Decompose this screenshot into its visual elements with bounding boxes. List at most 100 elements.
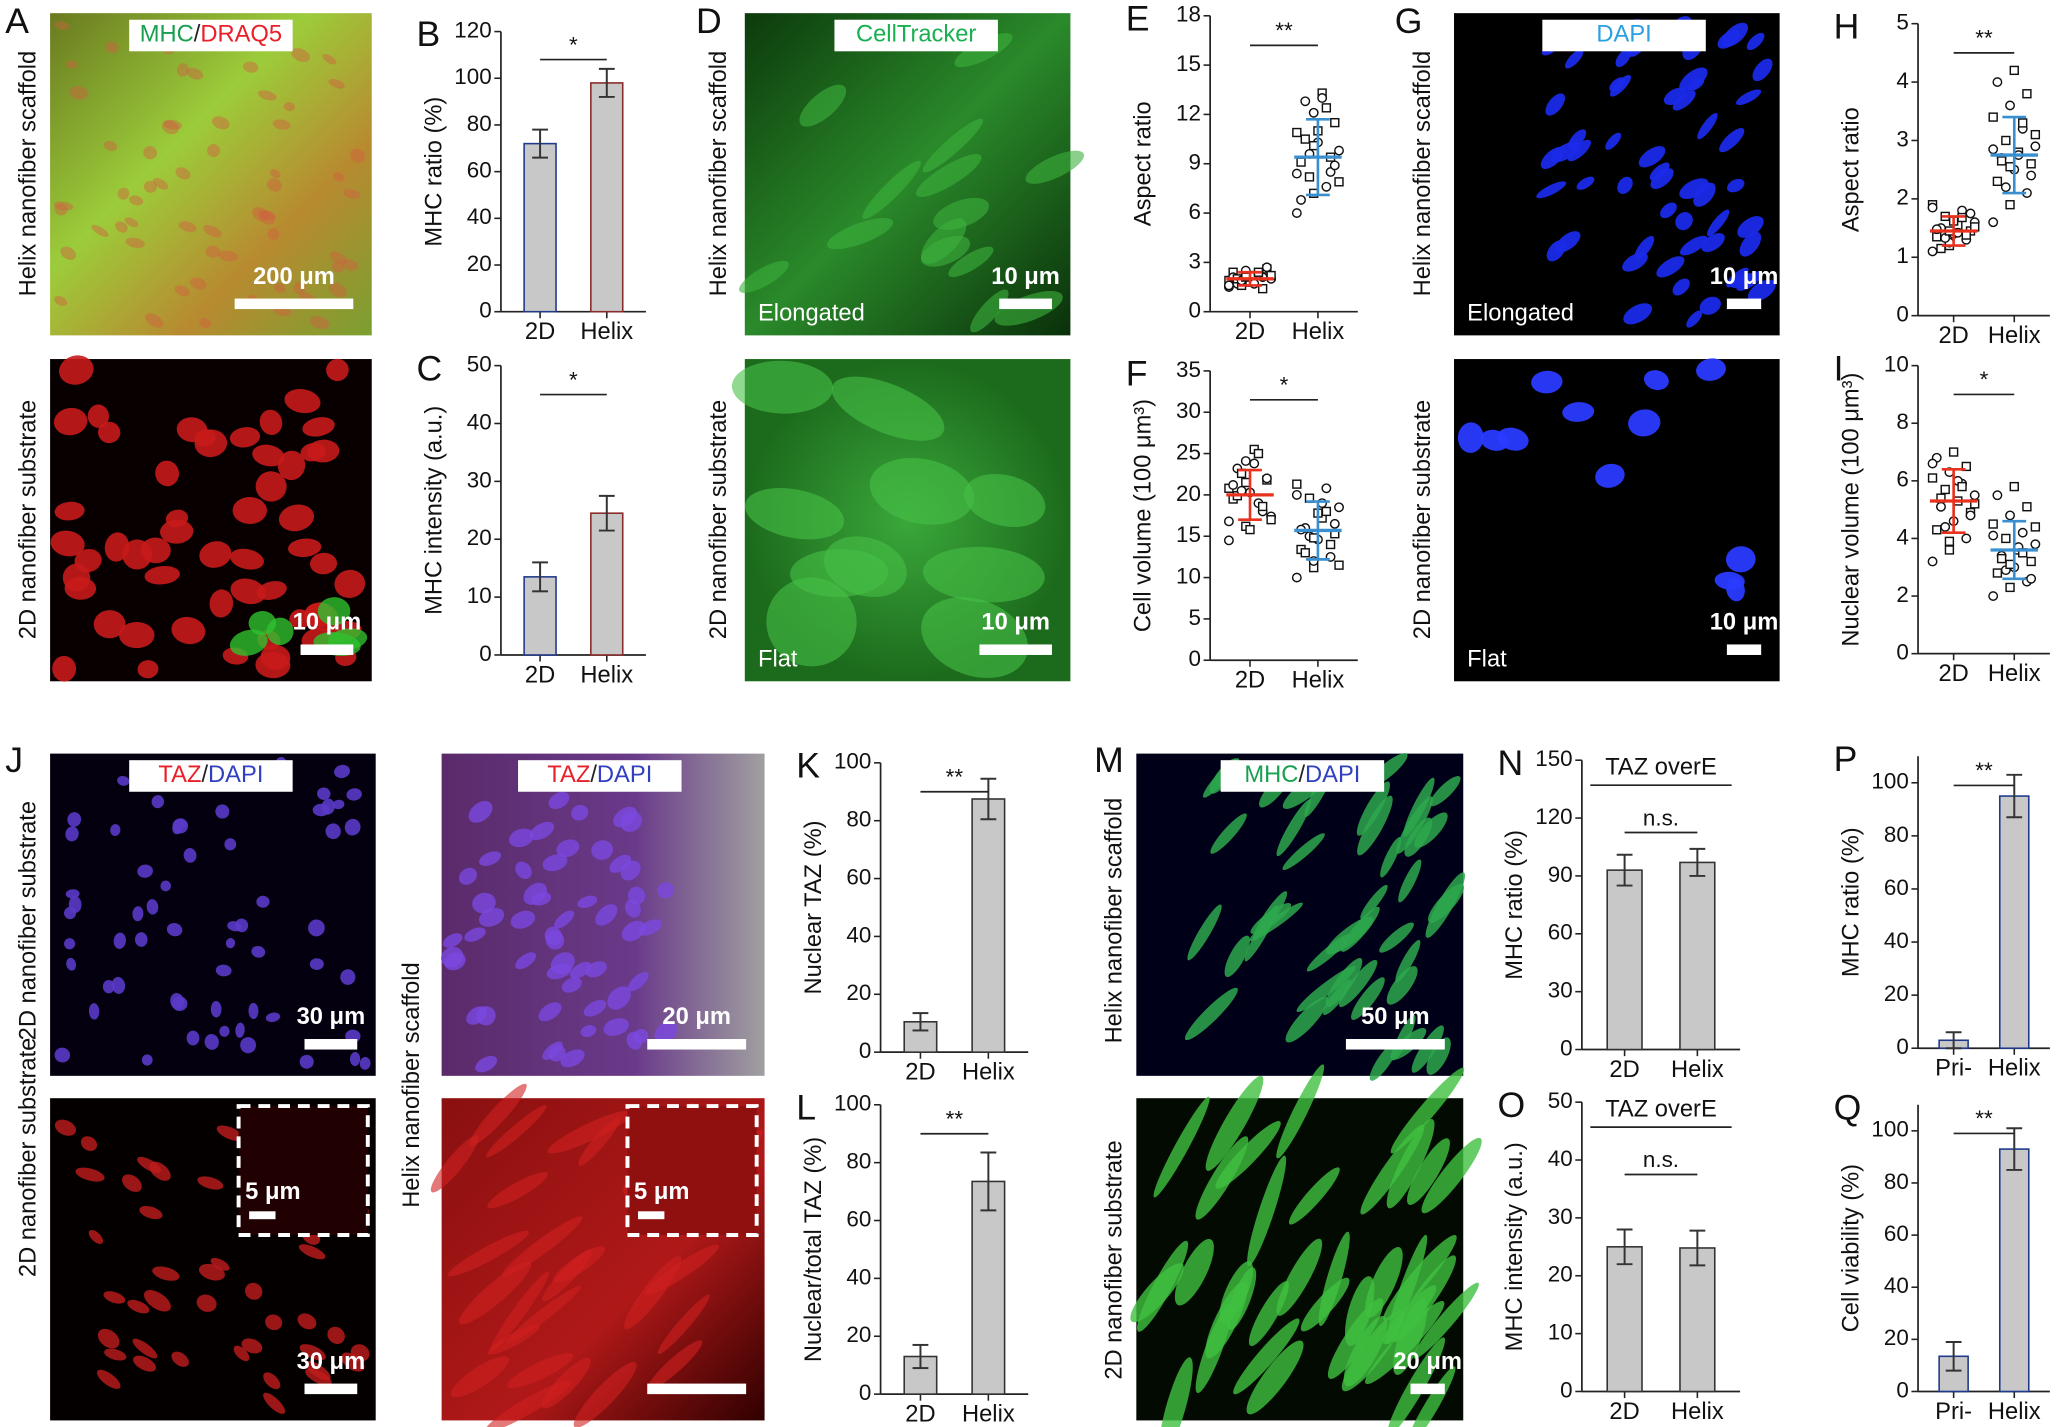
cell [1693, 182, 1716, 207]
cell [1137, 1240, 1189, 1332]
y-tick-label: 80 [1884, 822, 1909, 847]
cell [1413, 1282, 1479, 1359]
cell [137, 864, 153, 878]
cell [269, 169, 281, 179]
cell [1680, 235, 1708, 256]
cell [334, 569, 366, 598]
panel-letter: I [1834, 348, 1844, 388]
stain-part: DAPI [1305, 762, 1360, 788]
x-tick-label: 2D [905, 1401, 935, 1427]
row-label: Helix nanofiber scaffold [399, 962, 425, 1208]
cell [577, 895, 598, 909]
y-tick-label: 6 [1188, 199, 1200, 224]
panel-letter: L [796, 1087, 816, 1127]
cell [1282, 833, 1325, 871]
cell [1247, 1155, 1287, 1267]
significance-label: ** [1975, 1106, 1993, 1131]
cell [624, 1256, 682, 1330]
y-tick-label: 6 [1896, 467, 1908, 492]
cell [1285, 996, 1329, 1043]
cell [1360, 884, 1388, 920]
cell [1752, 58, 1773, 82]
cell [1226, 1267, 1257, 1331]
stain-part: DRAQ5 [200, 22, 282, 48]
x-tick-label: Helix [1292, 319, 1345, 345]
cell [227, 921, 242, 932]
cell [152, 1266, 180, 1281]
cell [341, 1352, 365, 1372]
cell [139, 1205, 163, 1220]
stain-box [1220, 760, 1385, 792]
sd-bar [1238, 270, 1262, 287]
cell [259, 409, 283, 435]
cell [171, 616, 206, 645]
cell [54, 1119, 76, 1136]
bar [523, 142, 557, 313]
significance-label: * [569, 367, 578, 392]
cell [68, 896, 82, 913]
cell [964, 473, 1046, 528]
scale-bar [1726, 644, 1762, 655]
y-tick-label: 40 [846, 1264, 871, 1289]
cell [571, 804, 589, 821]
point [2001, 135, 2011, 146]
cell [230, 548, 264, 570]
row-label: Helix nanofiber scaffold [706, 51, 732, 297]
cell [54, 501, 85, 521]
point [1321, 181, 1332, 192]
y-tick-label: 2 [1896, 582, 1908, 607]
condition-label: Elongated [1467, 301, 1574, 327]
cell [1739, 231, 1762, 257]
stain-label: TAZ/DAPI [518, 760, 682, 792]
x-tick-label: Helix [1988, 1056, 2041, 1082]
annotation: TAZ overE [1605, 754, 1717, 780]
error-bar [912, 1012, 929, 1032]
cell [1386, 966, 1418, 1005]
cell [444, 952, 466, 971]
cell [176, 417, 208, 443]
cell [632, 1029, 649, 1044]
point [1249, 458, 1260, 469]
cell [468, 800, 493, 823]
y-tick-label: 40 [467, 409, 492, 434]
row-label: Helix nanofiber scaffold [1410, 51, 1436, 297]
point [2030, 539, 2041, 550]
cell [259, 210, 276, 225]
point [1329, 160, 1340, 171]
y-tick-label: 20 [467, 525, 492, 550]
cell [344, 818, 361, 836]
cell [309, 958, 324, 970]
cell [309, 552, 338, 575]
y-tick-label: 10 [467, 583, 492, 608]
y-tick-label: 60 [1548, 920, 1573, 945]
y-tick-label: 30 [1176, 398, 1201, 423]
point [1291, 489, 1302, 500]
cell [469, 1083, 527, 1146]
cell [160, 880, 171, 892]
point [2030, 129, 2041, 140]
point [1965, 208, 1976, 219]
point [1291, 572, 1302, 583]
point [2005, 100, 2015, 111]
micrograph [50, 13, 372, 336]
cell [1722, 22, 1749, 47]
point [2017, 527, 2028, 538]
error-bar [1689, 1229, 1706, 1267]
cell [87, 404, 110, 428]
cell [263, 1392, 286, 1414]
point [1927, 458, 1938, 469]
y-tick-label: 20 [467, 251, 492, 276]
panel-letter: B [417, 14, 441, 54]
cell [443, 933, 463, 948]
cell [102, 980, 115, 994]
point [1300, 134, 1310, 144]
y-tick-label: 18 [1176, 2, 1201, 27]
cell [137, 1156, 162, 1173]
point [1965, 510, 1976, 521]
cell [284, 389, 321, 414]
cell [326, 358, 349, 382]
point [1988, 519, 1998, 529]
cell [199, 317, 211, 329]
cell [1595, 463, 1625, 488]
point [1325, 539, 1336, 550]
